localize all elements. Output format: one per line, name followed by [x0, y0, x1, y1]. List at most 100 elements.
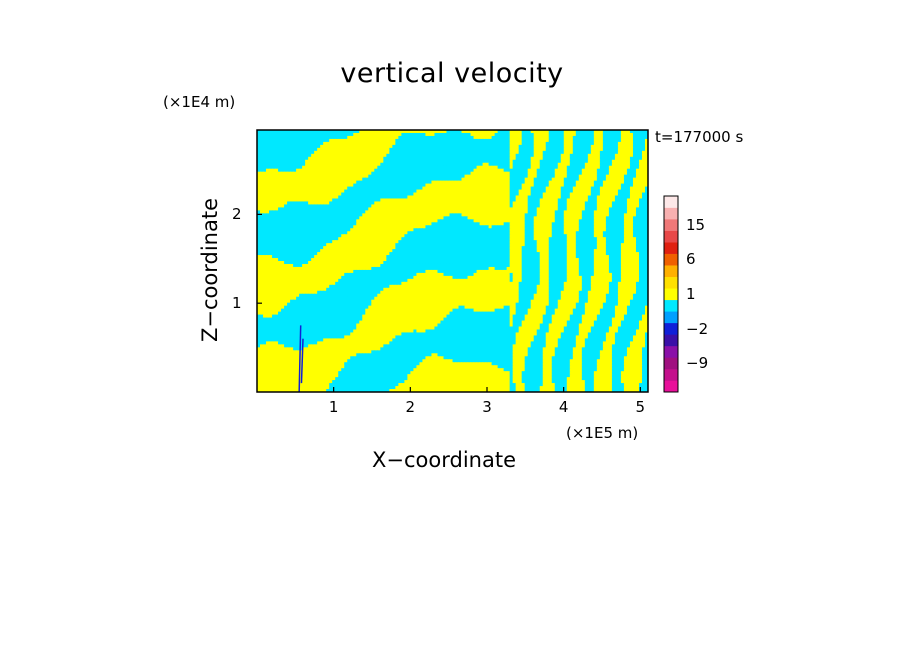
field-cell [533, 138, 538, 143]
field-cell [596, 177, 601, 182]
field-cell [410, 162, 414, 167]
field-cell [359, 204, 363, 209]
field-cell [269, 141, 273, 146]
field-cell [284, 138, 288, 143]
field-cell [329, 243, 333, 247]
field-cell [302, 135, 306, 140]
field-cell [323, 132, 327, 137]
field-cell [326, 234, 330, 238]
field-cell [299, 130, 303, 134]
field-cell [350, 195, 354, 200]
field-cell [353, 162, 357, 167]
field-cell [644, 225, 648, 229]
field-cell [275, 180, 279, 185]
field-cell [461, 144, 466, 149]
field-cell [644, 201, 648, 206]
field-cell [479, 171, 484, 176]
field-cell [434, 228, 439, 232]
field-cell [500, 168, 505, 173]
field-cell [557, 207, 562, 211]
field-cell [269, 168, 273, 173]
field-cell [356, 156, 360, 161]
field-cell [464, 159, 469, 164]
field-cell [332, 150, 336, 155]
field-cell [278, 213, 282, 217]
field-cell [467, 204, 472, 209]
field-cell [308, 171, 312, 176]
field-cell [581, 201, 586, 206]
field-cell [335, 141, 339, 146]
field-cell [500, 147, 505, 152]
field-cell [578, 231, 583, 235]
field-cell [488, 228, 493, 232]
field-cell [278, 201, 282, 206]
field-cell [281, 159, 285, 164]
field-cell [623, 130, 628, 134]
field-cell [533, 156, 538, 161]
field-cell [638, 174, 643, 179]
field-cell [575, 174, 580, 179]
field-cell [611, 195, 616, 200]
field-cell [596, 162, 601, 167]
field-cell [290, 210, 294, 214]
field-cell [287, 153, 291, 158]
field-cell [524, 141, 529, 146]
field-cell [413, 186, 418, 191]
field-cell [524, 189, 529, 194]
field-cell [473, 228, 478, 232]
field-cell [437, 138, 442, 143]
field-cell [392, 132, 396, 137]
field-cell [353, 213, 357, 217]
field-cell [278, 228, 282, 232]
field-cell [272, 210, 276, 214]
field-cell [635, 171, 640, 176]
field-cell [401, 216, 405, 220]
field-cell [305, 132, 309, 137]
field-cell [491, 135, 496, 140]
field-cell [329, 183, 333, 188]
field-cell [470, 135, 475, 140]
field-cell [350, 132, 354, 137]
field-cell [485, 204, 490, 209]
field-cell [566, 228, 571, 232]
field-cell [398, 240, 402, 244]
field-cell [518, 216, 523, 220]
field-cell [383, 180, 387, 185]
field-cell [467, 198, 472, 203]
field-cell [563, 183, 568, 188]
field-cell [632, 138, 637, 143]
field-cell [260, 222, 264, 226]
field-cell [293, 216, 297, 220]
field-cell [284, 150, 288, 155]
field-cell [419, 130, 424, 134]
field-cell [488, 141, 493, 146]
field-cell [473, 180, 478, 185]
field-cell [407, 243, 411, 247]
field-cell [503, 228, 508, 232]
field-cell [338, 222, 342, 226]
field-cell [512, 162, 517, 167]
field-cell [632, 201, 637, 206]
field-cell [455, 192, 460, 197]
field-cell [347, 207, 351, 211]
field-cell [380, 147, 384, 152]
field-cell [338, 219, 342, 223]
field-cell [281, 222, 285, 226]
field-cell [452, 234, 457, 238]
field-cell [407, 132, 411, 137]
field-cell [590, 183, 595, 188]
field-cell [335, 240, 339, 244]
field-cell [428, 204, 433, 209]
field-cell [605, 183, 610, 188]
field-cell [464, 153, 469, 158]
field-cell [560, 210, 565, 214]
field-cell [515, 234, 520, 238]
field-cell [437, 201, 442, 206]
field-cell [557, 213, 562, 217]
field-cell [440, 237, 445, 241]
field-cell [587, 192, 592, 197]
field-cell [371, 132, 375, 137]
field-cell [596, 216, 601, 220]
field-cell [386, 132, 390, 137]
field-cell [614, 237, 619, 241]
